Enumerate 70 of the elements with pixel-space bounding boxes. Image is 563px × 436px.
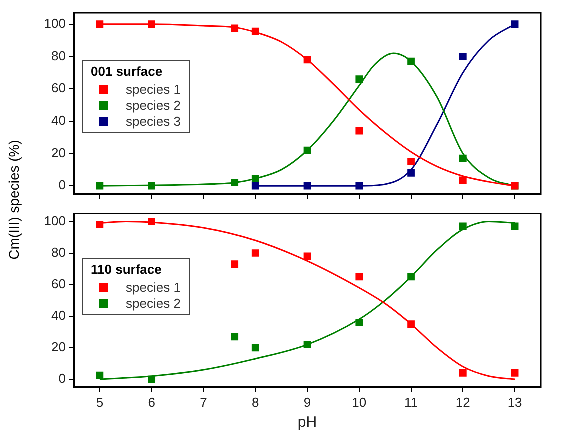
point [231, 24, 239, 32]
y-tick-label: 0 [58, 371, 66, 386]
legend-label: species 2 [126, 296, 181, 310]
point [459, 53, 467, 60]
point [304, 56, 312, 64]
point [408, 320, 415, 328]
point [511, 20, 519, 28]
y-tick-label: 60 [52, 276, 66, 292]
y-tick-label: 20 [52, 145, 66, 160]
legend-label: species 2 [126, 98, 181, 112]
point [408, 58, 415, 66]
y-tick-label: 40 [52, 308, 66, 323]
point [304, 252, 312, 260]
point [356, 127, 364, 135]
point [252, 28, 260, 36]
y-tick-label: 80 [52, 48, 66, 64]
point [356, 182, 364, 190]
point [148, 20, 156, 28]
point [459, 222, 467, 230]
x-tick-label: 9 [304, 394, 312, 410]
y-tick-label: 80 [52, 244, 66, 260]
point [356, 76, 364, 84]
point [231, 260, 239, 268]
point [148, 182, 156, 190]
point [96, 20, 104, 28]
point [96, 372, 104, 380]
x-tick-label: 11 [404, 394, 418, 410]
point [231, 333, 239, 341]
point [459, 176, 467, 184]
point [252, 175, 260, 183]
point [304, 341, 312, 348]
point [96, 221, 104, 229]
point [408, 169, 415, 177]
point [148, 218, 156, 226]
point [252, 344, 260, 352]
x-tick-label: 7 [200, 394, 208, 410]
point [252, 250, 260, 257]
legend-title: 110 surface [91, 262, 163, 277]
legend-label: species 1 [126, 82, 181, 96]
y-axis-title: Cm(III) species (%) [6, 140, 22, 260]
point [231, 179, 239, 187]
point [356, 319, 364, 326]
x-tick-label: 12 [456, 394, 470, 410]
point [459, 154, 467, 162]
point [511, 222, 519, 230]
x-tick-label: 8 [252, 394, 260, 410]
point [304, 182, 312, 190]
x-axis-title: pH [298, 414, 318, 432]
point [96, 182, 104, 190]
y-tick-label: 60 [52, 80, 66, 96]
y-tick-label: 20 [52, 340, 66, 355]
point [304, 146, 312, 154]
legend-title: 001 surface [91, 64, 164, 79]
point [459, 370, 467, 377]
point [408, 158, 415, 166]
point [356, 273, 364, 281]
y-tick-label: 100 [44, 213, 66, 228]
point [408, 273, 415, 281]
y-tick-label: 40 [52, 112, 66, 128]
x-tick-label: 10 [352, 394, 367, 410]
y-tick-label: 100 [44, 16, 66, 31]
x-tick-label: 5 [96, 394, 104, 410]
legend-label: species 1 [126, 280, 181, 294]
point [148, 376, 156, 384]
point [511, 370, 519, 377]
x-tick-label: 13 [508, 394, 522, 410]
legend-label: species 3 [126, 114, 181, 128]
point [252, 182, 260, 190]
y-tick-label: 0 [58, 178, 66, 193]
x-tick-label: 6 [148, 394, 156, 410]
